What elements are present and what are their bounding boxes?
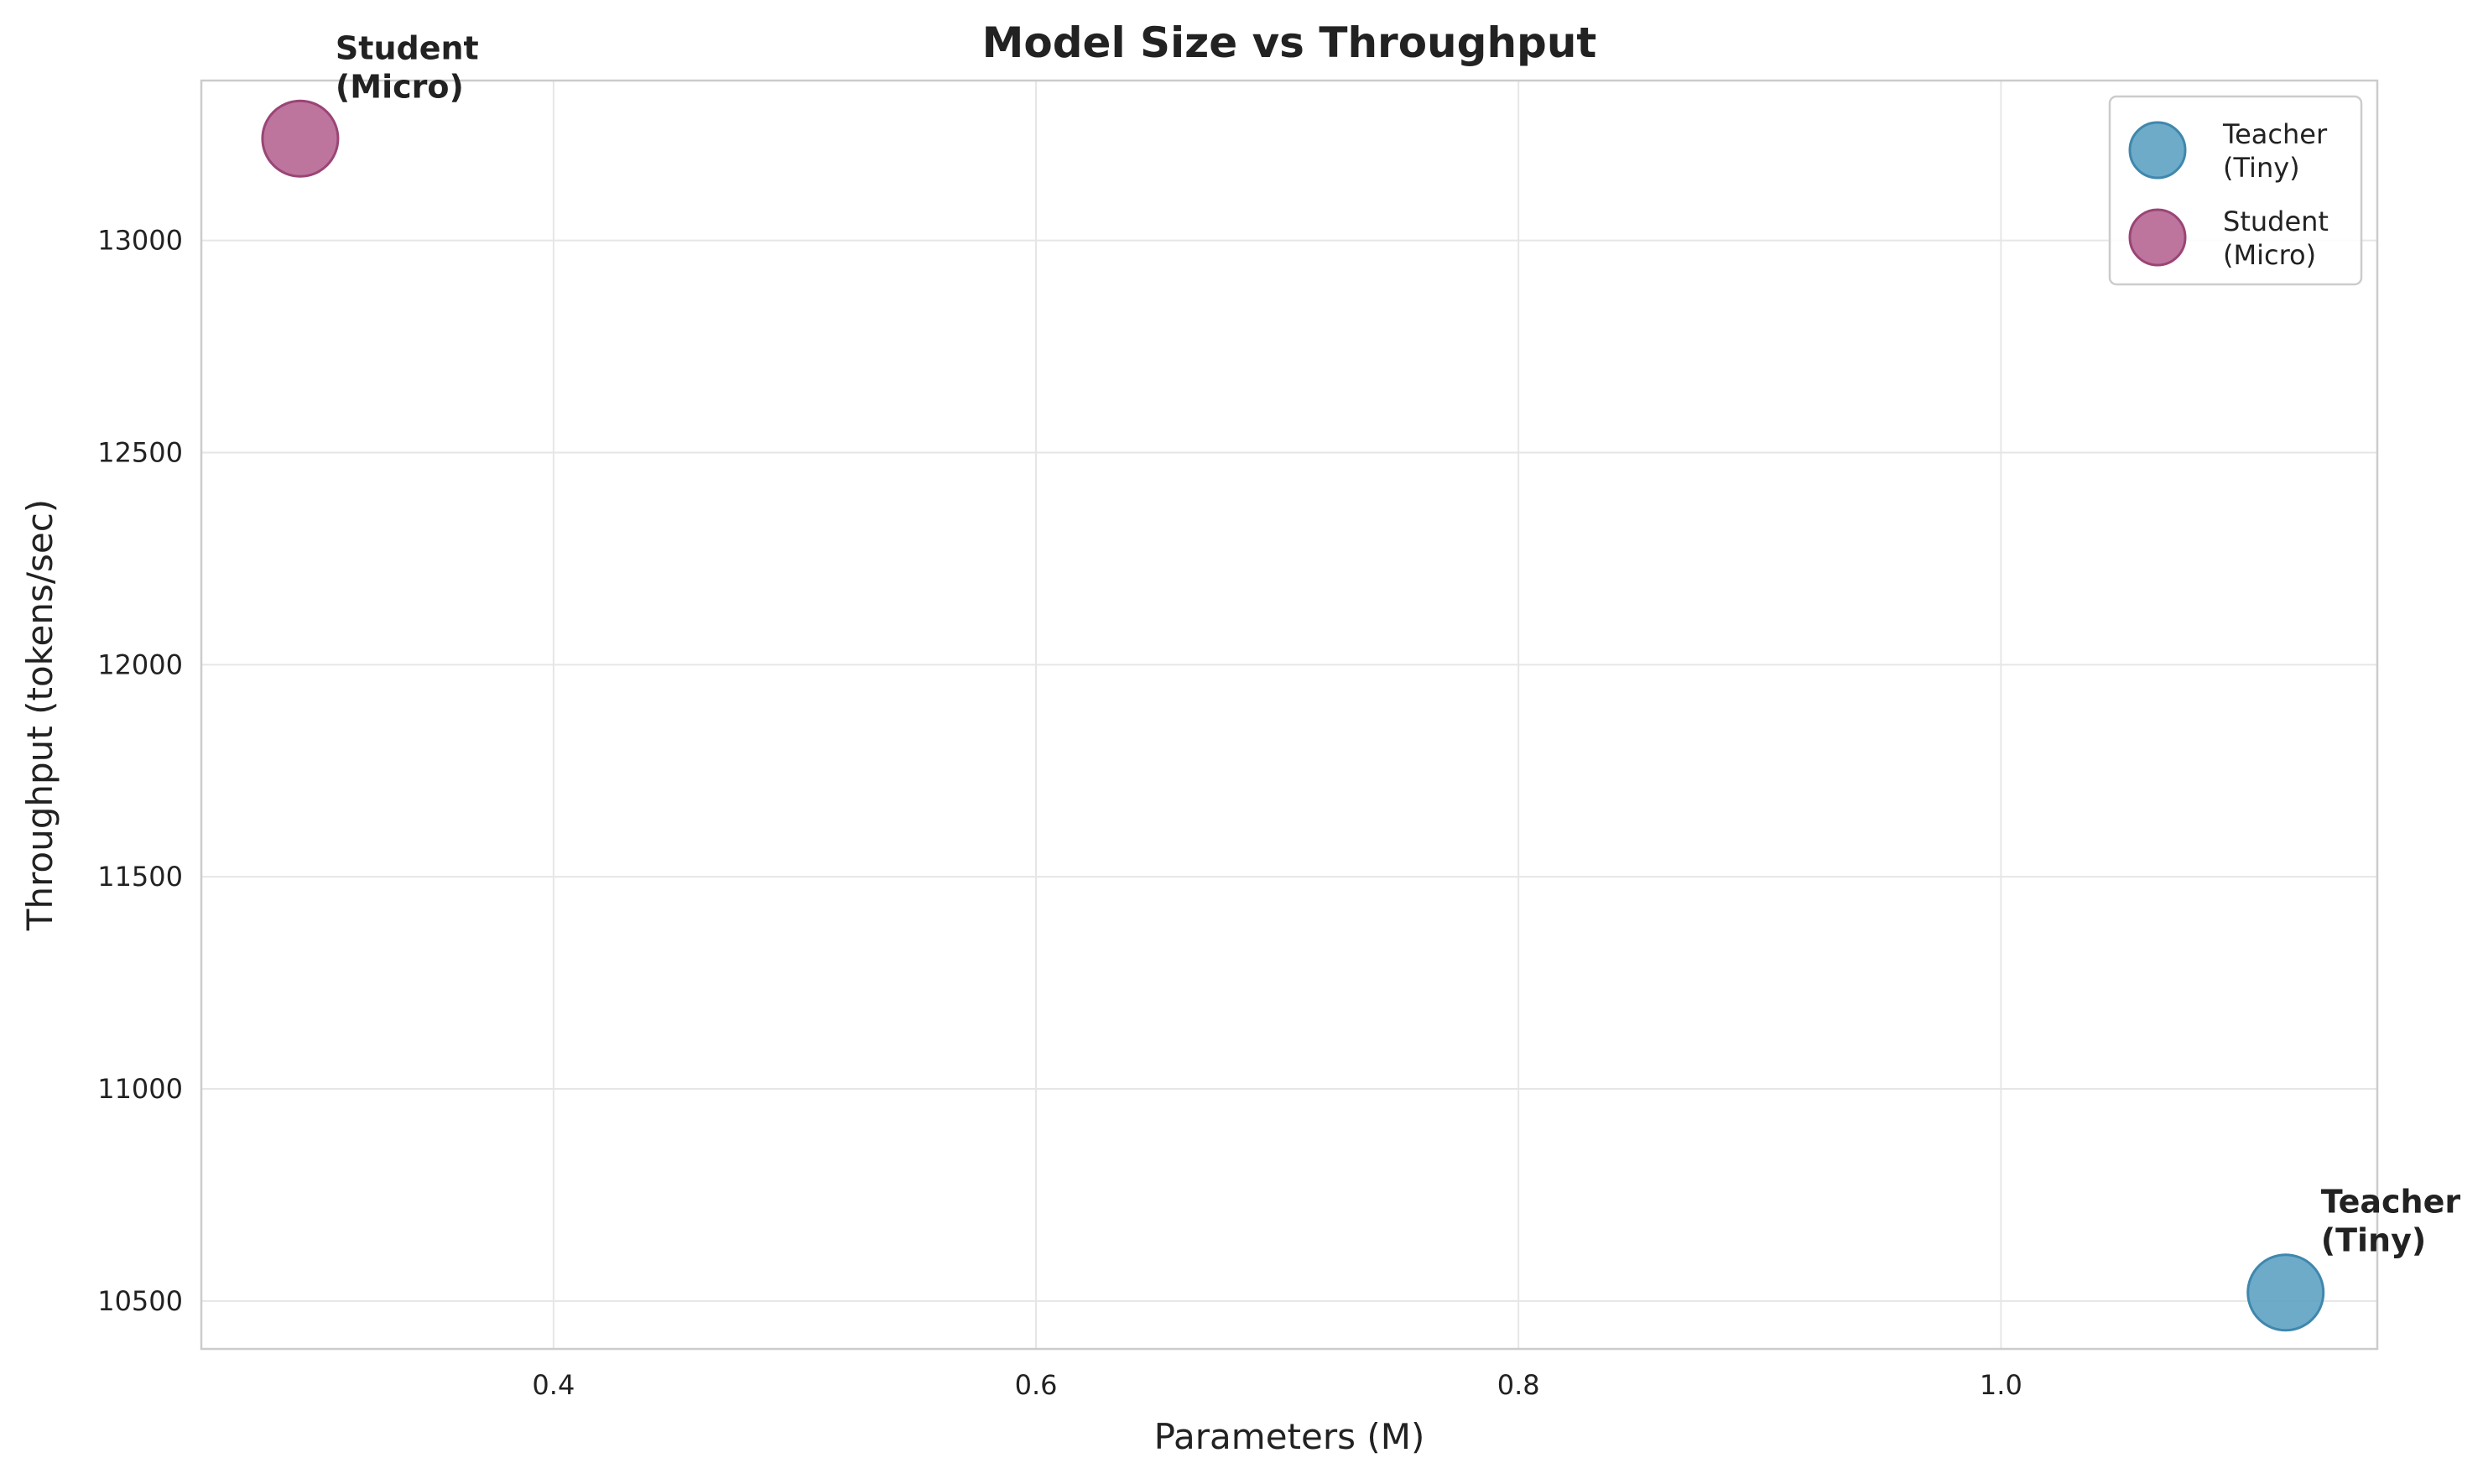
y-tick-label: 10500 [97, 1285, 183, 1317]
legend-label-line: Student [2223, 206, 2329, 237]
x-axis-label: Parameters (M) [1154, 1416, 1425, 1457]
chart-title: Model Size vs Throughput [982, 18, 1597, 67]
data-points [261, 99, 2325, 1332]
annotation-teacher: Teacher (Tiny) [2321, 1184, 2461, 1259]
y-tick-label: 13000 [97, 225, 183, 257]
x-tick-label: 0.8 [1497, 1369, 1540, 1401]
legend-label-line: (Micro) [2223, 239, 2316, 271]
legend-entries: Teacher (Tiny) Student (Micro) [2128, 118, 2329, 271]
x-tick-labels: 0.4 0.6 0.8 1.0 [532, 1369, 2022, 1401]
annotation-line: Teacher [2321, 1184, 2461, 1221]
annotation-line: (Tiny) [2321, 1222, 2427, 1259]
annotation-line: (Micro) [336, 68, 464, 105]
annotation-line: Student [336, 29, 479, 66]
y-tick-label: 11000 [97, 1073, 183, 1105]
legend-label-teacher: Teacher (Tiny) [2222, 118, 2328, 184]
legend: Teacher (Tiny) Student (Micro) [2108, 95, 2363, 286]
x-tick-label: 0.4 [532, 1369, 575, 1401]
annotation-student: Student (Micro) [336, 29, 479, 105]
point-annotations: Teacher (Tiny)Student (Micro) [336, 29, 2460, 1258]
legend-marker-student [2128, 208, 2187, 267]
x-tick-label: 0.6 [1015, 1369, 1058, 1401]
y-tick-label: 11500 [97, 861, 183, 893]
data-point-teacher [2246, 1253, 2325, 1332]
x-tick-label: 1.0 [1980, 1369, 2022, 1401]
y-tick-label: 12000 [97, 648, 183, 680]
legend-label-student: Student (Micro) [2223, 206, 2329, 271]
legend-label-line: Teacher [2222, 118, 2328, 150]
data-point-student [261, 99, 340, 178]
legend-marker-teacher [2128, 121, 2187, 180]
y-tick-labels: 10500 11000 11500 12000 12500 13000 [97, 225, 183, 1317]
grid-lines [201, 81, 2377, 1349]
y-tick-label: 12500 [97, 436, 183, 468]
y-axis-label: Throughput (tokens/sec) [19, 499, 60, 931]
legend-label-line: (Tiny) [2223, 152, 2300, 184]
plot-frame [200, 79, 2379, 1351]
